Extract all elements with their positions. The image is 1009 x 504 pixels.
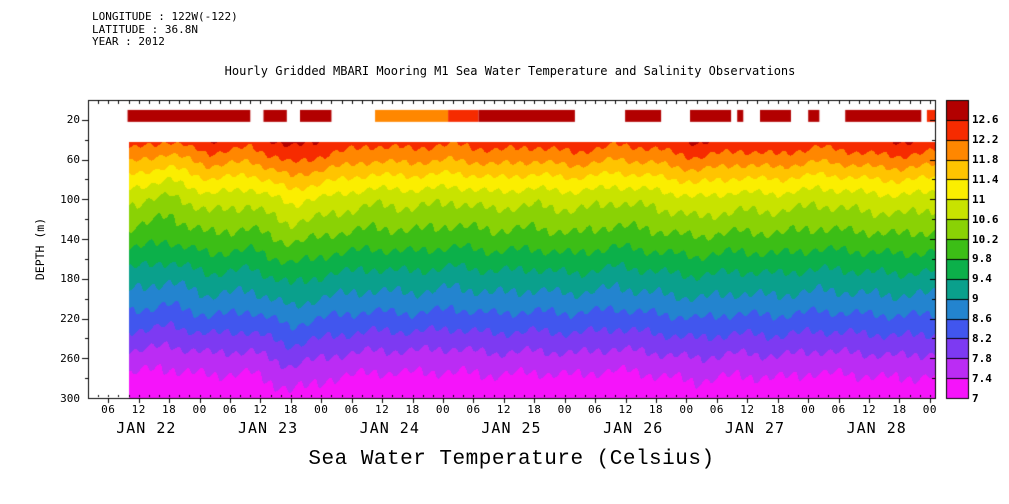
colorbar-tick-label: 12.6 [972, 113, 999, 127]
x-tick-label: 06 [344, 403, 359, 416]
x-tick-label: 00 [435, 403, 451, 416]
x-tick-label: 00 [679, 403, 694, 416]
y-tick-label: 180 [60, 272, 80, 286]
day-label: JAN 26 [603, 419, 664, 437]
x-tick-label: 06 [831, 403, 846, 416]
colorbar-tick-label: 10.2 [972, 232, 999, 246]
x-tick-label: 18 [162, 403, 177, 416]
colorbar-tick-label: 7.4 [972, 371, 992, 385]
year-label: YEAR : 2012 [92, 35, 165, 48]
y-tick-label: 20 [66, 113, 80, 127]
x-tick-label: 12 [861, 403, 877, 416]
y-tick-label: 220 [60, 312, 80, 326]
x-tick-label: 12 [375, 403, 390, 416]
x-tick-label: 00 [801, 403, 816, 416]
colorbar-tick-label: 11.4 [972, 172, 999, 186]
colorbar-tick-label: 11.8 [972, 153, 999, 167]
y-axis-label: DEPTH (m) [33, 217, 47, 281]
day-label: JAN 24 [359, 419, 420, 437]
colorbar-tick-label: 11 [972, 192, 986, 206]
y-tick-label: 60 [66, 153, 80, 167]
colorbar-tick-label: 8.2 [972, 331, 992, 345]
y-tick-label: 100 [60, 192, 80, 206]
colorbar-tick-label: 9.8 [972, 252, 992, 266]
x-tick-label: 00 [557, 403, 572, 416]
x-tick-label: 00 [192, 403, 207, 416]
x-tick-label: 12 [496, 403, 512, 416]
x-tick-label: 06 [222, 403, 238, 416]
x-tick-label: 06 [588, 403, 603, 416]
x-tick-label: 18 [405, 403, 420, 416]
day-label: JAN 22 [116, 419, 177, 437]
colorbar-tick-label: 12.2 [972, 133, 999, 147]
chart-title: Hourly Gridded MBARI Mooring M1 Sea Wate… [224, 64, 796, 78]
x-tick-label: 12 [131, 403, 146, 416]
longitude-label: LONGITUDE : 122W(-122) [92, 10, 238, 23]
x-tick-label: 12 [740, 403, 755, 416]
colorbar-tick-label: 10.6 [972, 212, 999, 226]
y-tick-label: 300 [60, 391, 80, 405]
x-tick-label: 12 [253, 403, 268, 416]
day-label: JAN 23 [237, 419, 299, 437]
x-tick-label: 18 [648, 403, 664, 416]
day-label: JAN 25 [481, 419, 542, 437]
x-tick-label: 18 [770, 403, 785, 416]
x-tick-label: 18 [283, 403, 298, 416]
colorbar-tick-label: 7.8 [972, 351, 992, 365]
x-tick-label: 18 [527, 403, 542, 416]
x-tick-label: 00 [922, 403, 938, 416]
day-label: JAN 27 [724, 419, 786, 437]
colorbar-tick-label: 9.4 [972, 272, 992, 286]
x-tick-label: 06 [101, 403, 116, 416]
colorbar-tick-label: 9 [972, 292, 979, 306]
x-tick-label: 12 [618, 403, 633, 416]
latitude-label: LATITUDE : 36.8N [92, 22, 198, 36]
x-tick-label: 18 [892, 403, 907, 416]
coordinates-info: LONGITUDE : 122W(-122) LATITUDE : 36.8N … [92, 10, 238, 49]
x-tick-label: 06 [466, 403, 481, 416]
colorbar-tick-label: 8.6 [972, 312, 992, 326]
y-tick-label: 140 [60, 232, 80, 246]
y-tick-label: 260 [60, 351, 80, 365]
x-tick-label: 06 [709, 403, 725, 416]
colorbar-tick-label: 7 [972, 391, 979, 405]
day-label: JAN 28 [846, 419, 907, 437]
x-tick-label: 00 [314, 403, 329, 416]
chart-caption: Sea Water Temperature (Celsius) [308, 448, 715, 471]
